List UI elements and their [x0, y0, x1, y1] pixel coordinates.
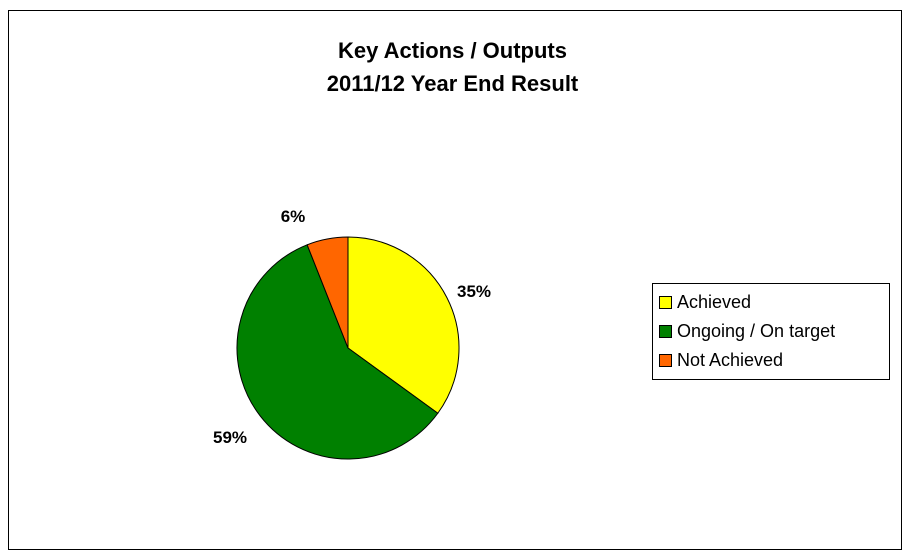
pie-slice-not-achieved	[306, 236, 349, 349]
legend-swatch-not-achieved	[659, 354, 672, 367]
chart-area	[8, 10, 902, 550]
pie-slice-achieved	[347, 236, 460, 414]
chart-title-line-1: Key Actions / Outputs	[338, 38, 567, 63]
chart-title-line-2: 2011/12 Year End Result	[326, 71, 579, 96]
chart-title: Key Actions / Outputs 2011/12 Year End R…	[0, 34, 905, 100]
legend-label-achieved: Achieved	[677, 292, 752, 312]
legend: Achieved Ongoing / On target Not Achieve…	[652, 283, 890, 380]
legend-swatch-achieved	[659, 296, 672, 309]
data-label-ongoing: 59%	[213, 428, 247, 447]
data-label-not-achieved: 6%	[281, 207, 306, 226]
pie-chart: 35% 59% 6%	[213, 207, 491, 460]
legend-item-not-achieved: Not Achieved	[653, 346, 889, 375]
legend-item-ongoing: Ongoing / On target	[653, 317, 889, 346]
data-label-achieved: 35%	[457, 282, 491, 301]
legend-label-ongoing: Ongoing / On target	[677, 321, 836, 341]
legend-label-not-achieved: Not Achieved	[677, 350, 784, 370]
pie-slice-ongoing	[236, 244, 439, 460]
legend-item-achieved: Achieved	[653, 288, 889, 317]
legend-swatch-ongoing	[659, 325, 672, 338]
